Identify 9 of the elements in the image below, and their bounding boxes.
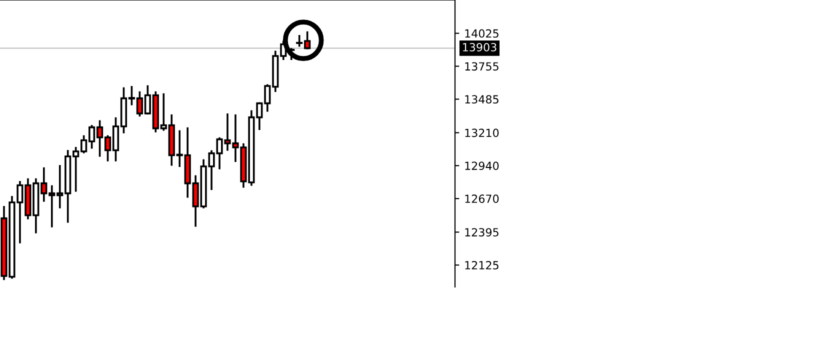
y-tick-label: 13485: [465, 95, 498, 104]
y-tick-label: 12395: [465, 228, 498, 236]
y-tick-label: 13210: [465, 128, 499, 138]
y-tick-label: 14025: [465, 29, 498, 38]
y-tick-label: 13755: [465, 62, 498, 71]
y-tick-label: 12940: [465, 162, 499, 170]
y-tick-label: 12125: [465, 261, 498, 270]
y-tick-label: 12670: [465, 194, 499, 203]
ref-line-label: 13903: [463, 43, 496, 52]
